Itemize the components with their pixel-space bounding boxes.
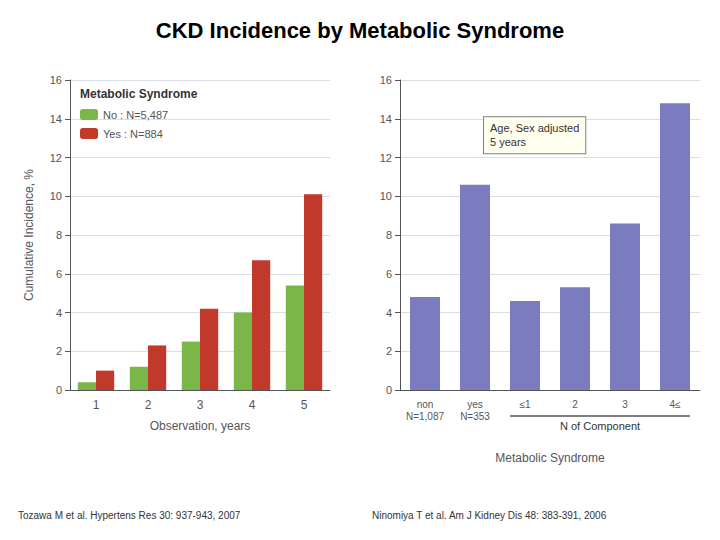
svg-text:3: 3 bbox=[197, 398, 204, 412]
svg-text:Age, Sex adjusted: Age, Sex adjusted bbox=[490, 122, 579, 134]
svg-text:6: 6 bbox=[56, 268, 62, 280]
svg-text:4: 4 bbox=[56, 307, 62, 319]
svg-text:8: 8 bbox=[386, 229, 392, 241]
svg-text:4: 4 bbox=[249, 398, 256, 412]
svg-text:2: 2 bbox=[572, 399, 578, 410]
svg-text:12: 12 bbox=[50, 152, 62, 164]
svg-text:14: 14 bbox=[380, 113, 392, 125]
svg-text:2: 2 bbox=[386, 345, 392, 357]
svg-text:CKD Incidence by Metabolic Syn: CKD Incidence by Metabolic Syndrome bbox=[156, 18, 564, 43]
svg-text:16: 16 bbox=[380, 74, 392, 86]
svg-text:N=353: N=353 bbox=[460, 411, 490, 422]
svg-text:Metabolic Syndrome: Metabolic Syndrome bbox=[495, 451, 605, 465]
svg-text:16: 16 bbox=[50, 74, 62, 86]
svg-text:5: 5 bbox=[301, 398, 308, 412]
svg-text:5 years: 5 years bbox=[490, 136, 527, 148]
svg-text:0: 0 bbox=[386, 384, 392, 396]
svg-text:8: 8 bbox=[56, 229, 62, 241]
svg-text:6: 6 bbox=[386, 268, 392, 280]
svg-text:12: 12 bbox=[380, 152, 392, 164]
svg-text:Metabolic Syndrome: Metabolic Syndrome bbox=[80, 87, 198, 101]
svg-text:Tozawa M et al. Hypertens Res: Tozawa M et al. Hypertens Res 30: 937-94… bbox=[18, 510, 241, 521]
svg-text:No : N=5,487: No : N=5,487 bbox=[103, 109, 168, 121]
svg-text:4≤: 4≤ bbox=[669, 399, 681, 410]
svg-text:0: 0 bbox=[56, 384, 62, 396]
svg-text:N of Component: N of Component bbox=[560, 420, 640, 432]
svg-text:10: 10 bbox=[50, 190, 62, 202]
svg-text:2: 2 bbox=[56, 345, 62, 357]
svg-text:1: 1 bbox=[93, 398, 100, 412]
svg-text:Observation, years: Observation, years bbox=[150, 419, 251, 433]
svg-text:yes: yes bbox=[467, 399, 483, 410]
svg-text:Yes : N=884: Yes : N=884 bbox=[103, 128, 163, 140]
svg-text:4: 4 bbox=[386, 307, 392, 319]
svg-text:10: 10 bbox=[380, 190, 392, 202]
svg-text:Ninomiya T et al. Am J Kidney: Ninomiya T et al. Am J Kidney Dis 48: 38… bbox=[372, 510, 607, 521]
svg-text:3: 3 bbox=[622, 399, 628, 410]
svg-text:2: 2 bbox=[145, 398, 152, 412]
svg-text:14: 14 bbox=[50, 113, 62, 125]
svg-text:non: non bbox=[417, 399, 434, 410]
svg-text:Cumulative Incidence, %: Cumulative Incidence, % bbox=[22, 169, 36, 301]
svg-text:N=1,087: N=1,087 bbox=[406, 411, 445, 422]
svg-text:≤1: ≤1 bbox=[519, 399, 530, 410]
